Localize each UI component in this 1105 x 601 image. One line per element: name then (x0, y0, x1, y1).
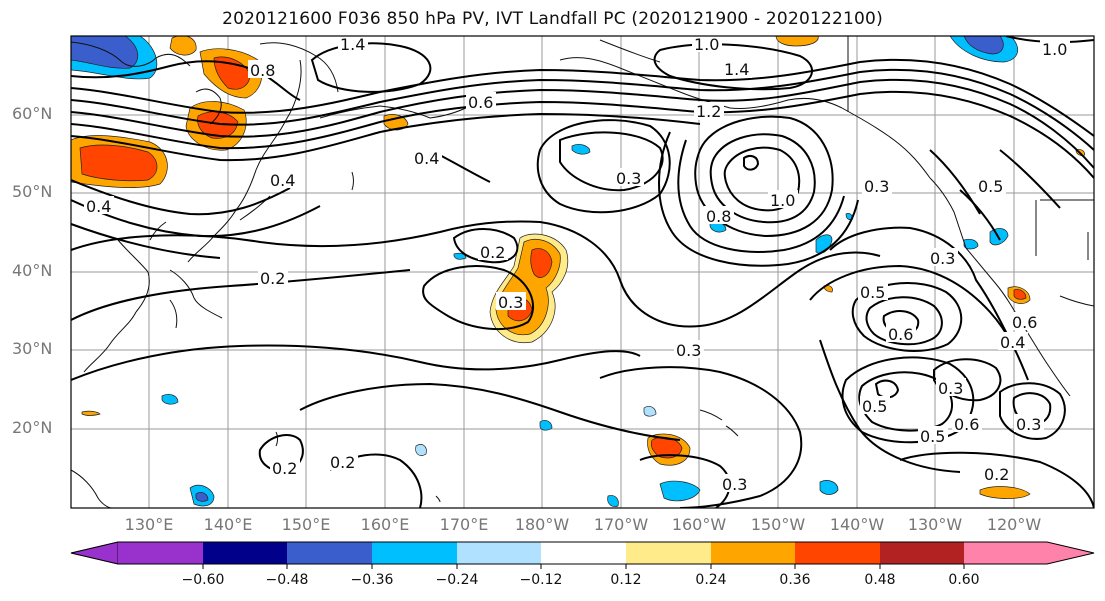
lon-label-170w: 170°W (593, 515, 649, 534)
colorbar-segment-4 (372, 542, 457, 564)
svg-text:0.6: 0.6 (468, 93, 493, 112)
svg-text:0.5: 0.5 (978, 177, 1003, 196)
svg-text:0.4: 0.4 (270, 171, 295, 190)
svg-text:0.2: 0.2 (330, 453, 355, 472)
colorbar-tick: 0.60 (948, 572, 980, 588)
svg-text:0.3: 0.3 (864, 177, 889, 196)
lat-label-50n: 50°N (12, 182, 53, 201)
colorbar-tick: 0.24 (695, 572, 727, 588)
svg-text:0.6: 0.6 (888, 325, 913, 344)
plot-frame (70, 35, 1095, 509)
colorbar-tick: −0.12 (519, 572, 563, 588)
lon-label-160e: 160°E (360, 515, 410, 534)
lon-label-140e: 140°E (203, 515, 253, 534)
colorbar-segment-7 (626, 542, 711, 564)
lon-label-170e: 170°E (439, 515, 489, 534)
colorbar-segment-5 (457, 542, 541, 564)
colorbar-segment-0 (70, 541, 119, 565)
colorbar-segment-11 (964, 542, 1047, 564)
svg-text:0.3: 0.3 (722, 475, 747, 494)
colorbar-segment-3 (287, 542, 372, 564)
colorbar-segment-2 (203, 542, 287, 564)
plot-area: 1.4 1.4 1.0 1.0 1.2 0.4 0.4 0.6 0.8 1.0 … (71, 35, 1094, 508)
svg-text:0.2: 0.2 (272, 459, 297, 478)
svg-text:1.0: 1.0 (1042, 40, 1067, 59)
lon-label-150w: 150°W (750, 515, 806, 534)
svg-text:0.3: 0.3 (498, 293, 523, 312)
lat-label-30n: 30°N (12, 339, 53, 358)
lon-label-120w: 120°W (986, 515, 1042, 534)
svg-text:0.2: 0.2 (260, 269, 285, 288)
colorbar-tick: 0.48 (864, 572, 896, 588)
lon-label-130w: 130°W (907, 515, 963, 534)
svg-text:0.3: 0.3 (938, 379, 963, 398)
colorbar-tick: 0.36 (779, 572, 811, 588)
svg-text:0.8: 0.8 (250, 61, 275, 80)
svg-text:0.4: 0.4 (86, 197, 111, 216)
svg-text:1.0: 1.0 (694, 35, 719, 54)
svg-text:0.3: 0.3 (1016, 415, 1041, 434)
colorbar-segment-9 (795, 542, 880, 564)
contour-labels: 1.4 1.4 1.0 1.0 1.2 0.4 0.4 0.6 0.8 1.0 … (84, 35, 1070, 494)
lat-label-60n: 60°N (12, 104, 53, 123)
colorbar-tick: −0.60 (181, 572, 225, 588)
svg-text:0.2: 0.2 (984, 465, 1009, 484)
colorbar-segment-6 (541, 542, 626, 564)
svg-text:0.6: 0.6 (954, 415, 979, 434)
svg-text:0.6: 0.6 (1012, 313, 1037, 332)
colorbar (70, 541, 1095, 569)
svg-text:1.0: 1.0 (770, 191, 795, 210)
svg-text:1.4: 1.4 (724, 60, 749, 79)
shaded-anomalies (71, 36, 1085, 507)
colorbar-tick: −0.48 (265, 572, 309, 588)
colorbar-segment-8 (711, 542, 795, 564)
lon-label-140w: 140°W (829, 515, 885, 534)
svg-text:0.8: 0.8 (706, 207, 731, 226)
colorbar-segment-10 (880, 542, 964, 564)
svg-text:0.5: 0.5 (860, 283, 885, 302)
colorbar-tick: 0.12 (610, 572, 642, 588)
svg-text:0.3: 0.3 (930, 249, 955, 268)
svg-text:0.3: 0.3 (676, 341, 701, 360)
svg-text:0.4: 0.4 (1000, 333, 1025, 352)
lat-label-40n: 40°N (12, 261, 53, 280)
svg-text:0.5: 0.5 (920, 427, 945, 446)
colorbar-tick: −0.24 (435, 572, 479, 588)
svg-text:0.4: 0.4 (414, 149, 439, 168)
colorbar-segment-1 (118, 542, 203, 564)
svg-text:0.5: 0.5 (862, 397, 887, 416)
svg-text:0.3: 0.3 (616, 169, 641, 188)
lon-label-130e: 130°E (124, 515, 174, 534)
lon-label-160w: 160°W (671, 515, 727, 534)
lon-label-150e: 150°E (281, 515, 331, 534)
colorbar-tick: −0.36 (350, 572, 394, 588)
svg-text:1.2: 1.2 (696, 102, 721, 121)
lat-label-20n: 20°N (12, 418, 53, 437)
lon-label-180w: 180°W (514, 515, 570, 534)
svg-text:0.2: 0.2 (480, 243, 505, 262)
map-title: 2020121600 F036 850 hPa PV, IVT Landfall… (222, 9, 883, 29)
svg-text:1.4: 1.4 (340, 35, 365, 54)
